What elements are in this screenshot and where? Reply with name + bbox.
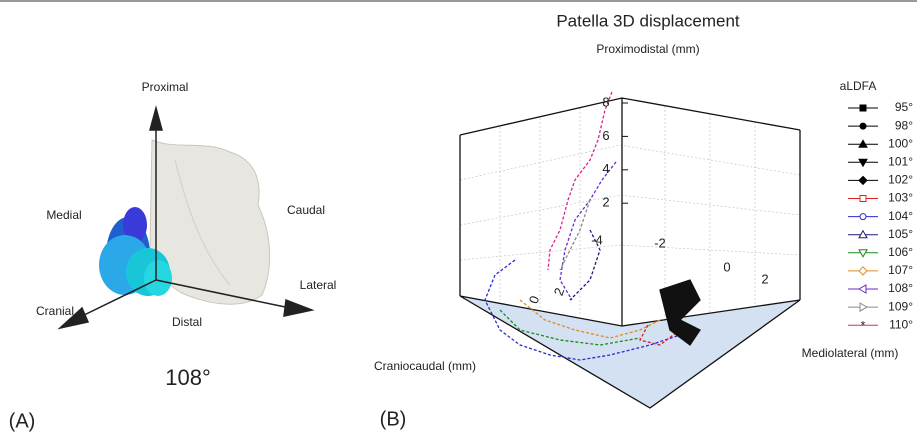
legend-label: 100°: [888, 136, 913, 150]
chart-title: Patella 3D displacement: [556, 11, 740, 30]
legend-label: 98°: [895, 118, 913, 132]
z-tick-label: 8: [602, 94, 609, 109]
direction-label: Lateral: [300, 278, 337, 292]
legend-label: 105°: [888, 227, 913, 241]
axis-label: Craniocaudal (mm): [374, 359, 476, 373]
y-tick-label: 2: [761, 271, 768, 286]
direction-label: Cranial: [36, 304, 74, 318]
direction-label: Proximal: [142, 80, 189, 94]
axis-label: Mediolateral (mm): [802, 346, 899, 360]
angle-label: 108°: [165, 365, 211, 390]
legend-marker: [860, 214, 866, 220]
legend-marker: [860, 303, 867, 311]
panel-tag: (A): [9, 410, 36, 432]
legend-marker: [859, 285, 866, 293]
direction-label: Distal: [172, 315, 202, 329]
legend-label: 103°: [888, 191, 913, 205]
legend-marker: [859, 267, 867, 275]
femur-render: [99, 140, 270, 304]
legend-label: 108°: [888, 281, 913, 295]
legend-label: 106°: [888, 245, 913, 259]
legend-label: 109°: [888, 299, 913, 313]
legend-marker: *: [861, 318, 866, 332]
panel-tag: (B): [380, 408, 407, 430]
direction-label: Medial: [46, 208, 81, 222]
axis-label: Proximodistal (mm): [596, 42, 699, 56]
z-tick-label: 2: [602, 195, 609, 210]
legend-label: 107°: [888, 263, 913, 277]
legend-label: 102°: [888, 173, 913, 187]
legend-marker: [860, 105, 866, 111]
legend-label: 104°: [888, 209, 913, 223]
y-tick-label: 0: [723, 259, 730, 274]
legend: 95° 98° 100° 101° 102° 103° 104° 105° 106° 107° 10…: [848, 100, 913, 332]
y-tick-label: -4: [591, 232, 603, 247]
legend-label: 95°: [895, 100, 913, 114]
figure: Proximal Medial Caudal Lateral Cranial D…: [0, 0, 917, 438]
legend-label: 110°: [889, 317, 913, 331]
z-tick-label: 4: [602, 161, 609, 176]
y-tick-label: -2: [654, 235, 666, 250]
direction-label: Caudal: [287, 203, 325, 217]
plot-box: [460, 98, 800, 408]
legend-marker: [859, 176, 867, 184]
legend-marker: [860, 196, 866, 202]
legend-marker: [860, 123, 866, 129]
legend-label: 101°: [888, 154, 913, 168]
z-tick-label: 6: [602, 128, 609, 143]
legend-title: aLDFA: [840, 79, 877, 93]
